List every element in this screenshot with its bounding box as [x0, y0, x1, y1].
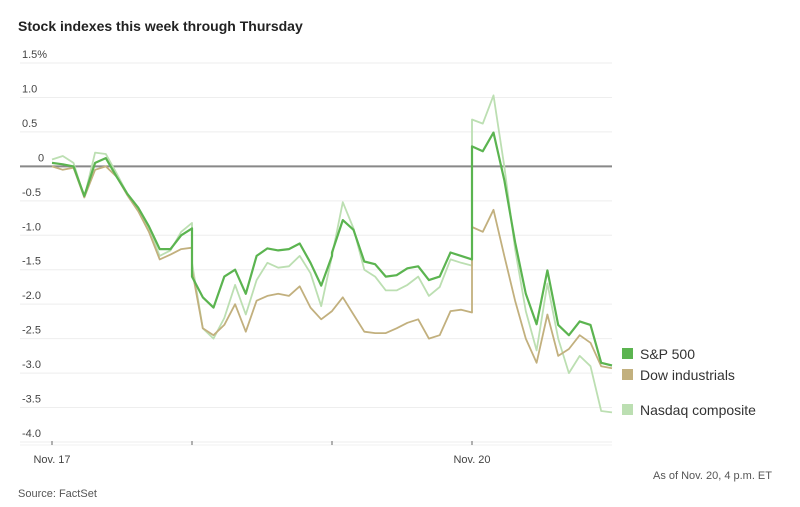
- y-tick-label: -0.5: [22, 187, 41, 199]
- source-note: Source: FactSet: [18, 488, 97, 500]
- y-tick-label: -2.0: [22, 290, 41, 302]
- legend-item: Dow industrials: [622, 367, 735, 383]
- y-tick-label: -1.0: [22, 221, 41, 233]
- x-tick-label: Nov. 20: [453, 454, 490, 466]
- y-tick-label: 0: [38, 152, 44, 164]
- x-tick-label: Nov. 17: [33, 454, 70, 466]
- chart-title: Stock indexes this week through Thursday: [18, 18, 303, 34]
- as-of-note: As of Nov. 20, 4 p.m. ET: [653, 470, 772, 482]
- y-tick-label: -1.5: [22, 256, 41, 268]
- legend-swatch: [622, 369, 633, 380]
- y-tick-label: -2.5: [22, 325, 41, 337]
- legend-label: Dow industrials: [640, 367, 735, 383]
- legend-swatch: [622, 404, 633, 415]
- series-line-s-p-500: [51, 131, 613, 367]
- y-tick-label: 1.5%: [22, 49, 47, 61]
- legend-label: S&P 500: [640, 346, 695, 362]
- series-lines: [51, 94, 613, 414]
- legend-swatch: [622, 348, 633, 359]
- legend-item: Nasdaq composite: [622, 402, 756, 418]
- legend-item: S&P 500: [622, 346, 695, 362]
- y-tick-label: 0.5: [22, 118, 37, 130]
- grid: 1.5% 1.0 0.5 0 -0.5 -1.0 -1.5 -2.0 -2.5 -3.0 -3.5 -…: [20, 49, 612, 443]
- y-tick-label: -4.0: [22, 428, 41, 440]
- legend: S&P 500 Dow industrials Nasdaq composite: [622, 346, 756, 418]
- legend-label: Nasdaq composite: [640, 402, 756, 418]
- series-line-dow-industrials: [51, 165, 613, 370]
- x-axis: Nov. 17 Nov. 20: [20, 441, 612, 466]
- y-tick-label: 1.0: [22, 83, 37, 95]
- y-tick-label: -3.5: [22, 394, 41, 406]
- y-tick-label: -3.0: [22, 359, 41, 371]
